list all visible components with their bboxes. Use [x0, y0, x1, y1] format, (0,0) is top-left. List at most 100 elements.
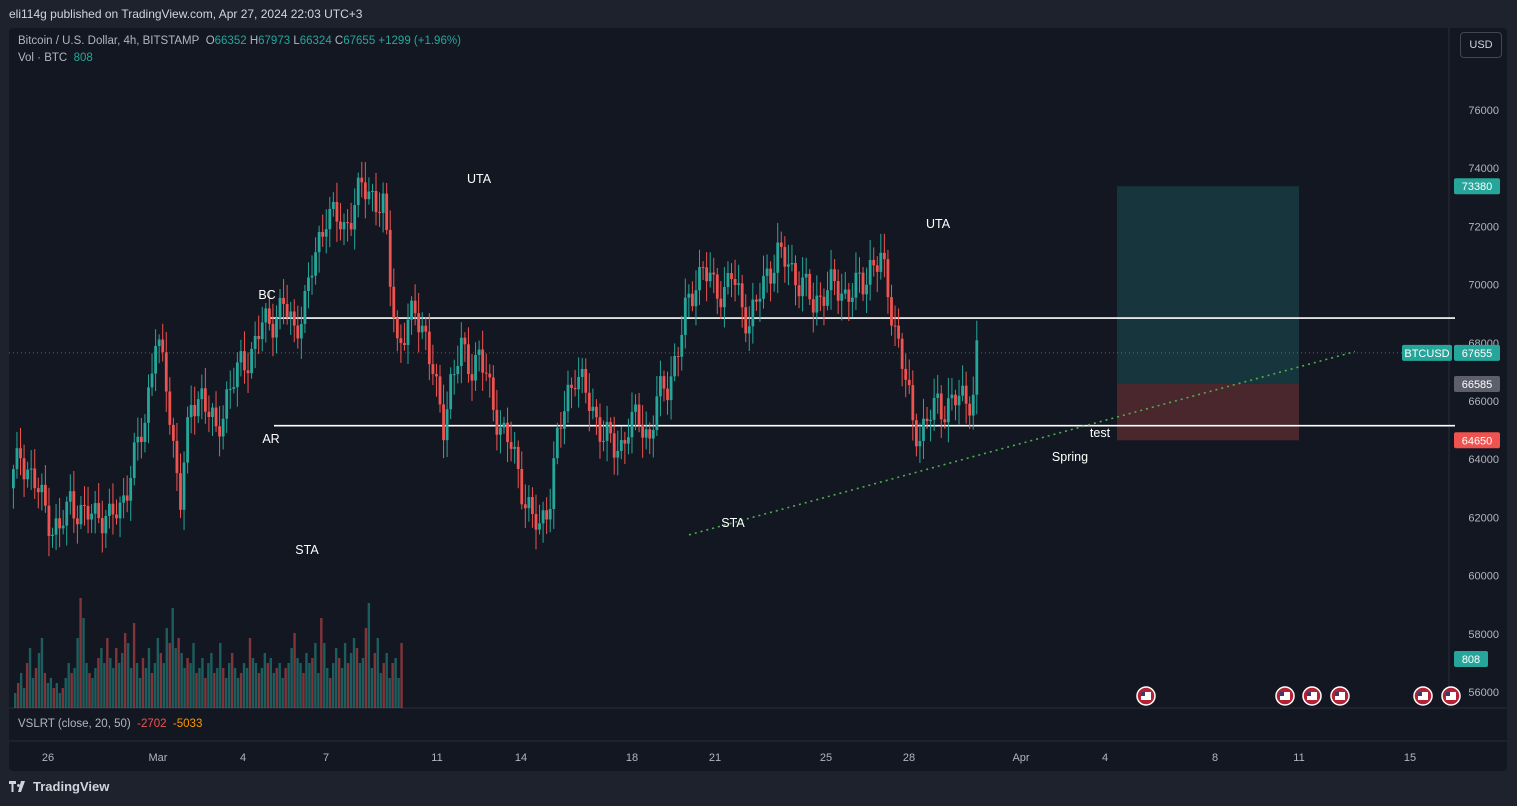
candle-body	[651, 430, 655, 439]
price-chart[interactable]: 7600074000720007000068000660006400062000…	[9, 28, 1507, 771]
volume-bar	[52, 688, 56, 708]
volume-bar	[171, 608, 174, 708]
candle-body	[779, 242, 783, 248]
volume-bar	[358, 663, 362, 708]
candle-body	[662, 376, 666, 389]
candle-body	[961, 385, 964, 396]
candle-body	[346, 222, 349, 224]
candle-body	[90, 513, 94, 520]
volume-bar	[376, 638, 379, 708]
candle-body	[257, 335, 261, 340]
volume-bar	[388, 678, 391, 708]
candle-body	[388, 229, 392, 287]
close-value: 67655	[343, 35, 376, 47]
volume-bar	[153, 663, 157, 708]
candle-body	[612, 433, 616, 458]
candle-body	[854, 272, 858, 298]
candle-body	[207, 411, 211, 417]
candle-body	[971, 394, 975, 416]
tradingview-logo-icon	[9, 781, 27, 792]
indicator-value-1: -2702	[137, 718, 167, 730]
open-value: 66352	[214, 35, 247, 47]
volume-bar	[266, 663, 270, 708]
candle-body	[655, 396, 659, 431]
price-label-bg	[1454, 178, 1500, 195]
candle-body	[310, 275, 314, 278]
tradingview-logo[interactable]: TradingView	[9, 779, 109, 794]
volume-bar	[364, 628, 368, 708]
candle-body	[552, 458, 556, 509]
candle-body	[744, 307, 748, 334]
candle-body	[726, 273, 730, 287]
candle-body	[22, 458, 26, 480]
volume-bar	[126, 643, 130, 708]
candle-body	[776, 242, 780, 273]
us-flag-stripe	[1280, 692, 1290, 700]
currency-button[interactable]: USD	[1460, 32, 1502, 58]
candle-body	[413, 300, 417, 314]
candle-body	[516, 446, 520, 470]
candle-body	[509, 442, 513, 449]
candle-body	[360, 177, 364, 183]
candle-body	[243, 351, 246, 371]
candle-body	[342, 222, 346, 230]
volume-bar	[349, 653, 353, 708]
candle-body	[285, 303, 289, 317]
candle-body	[829, 269, 833, 291]
volume-bar	[123, 633, 127, 708]
candle-body	[893, 325, 897, 327]
candle-body	[751, 299, 755, 327]
volume-bar	[103, 663, 106, 708]
price-label-bg	[1454, 432, 1500, 449]
support-trendline	[688, 350, 1356, 536]
candle-body	[868, 259, 872, 285]
candle-body	[196, 399, 200, 417]
candle-body	[449, 374, 453, 410]
volume-bar	[332, 663, 335, 708]
candle-body	[758, 298, 762, 302]
candle-body	[833, 269, 837, 282]
candle-body	[161, 339, 165, 353]
chart-pane[interactable]: 76000 74000 72000 70000 68000 66000 64000 62000…	[9, 28, 1507, 771]
candle-body	[954, 394, 957, 406]
brand-name: TradingView	[33, 779, 110, 794]
volume-bar	[165, 628, 168, 708]
candle-body	[531, 497, 534, 515]
x-tick-label: 18	[626, 752, 638, 764]
candle-body	[804, 273, 808, 278]
volume-bar	[109, 658, 112, 708]
candle-body	[189, 404, 193, 418]
candle-body	[783, 247, 787, 267]
volume-bar	[73, 668, 76, 708]
candle-body	[609, 421, 613, 434]
candle-body	[175, 440, 179, 474]
open-label: O	[205, 35, 215, 47]
candle-body	[491, 377, 495, 410]
volume-bar	[278, 663, 281, 708]
volume-value: 808	[73, 52, 93, 64]
y-tick-label: 74000	[1468, 163, 1499, 175]
candle-body	[570, 384, 573, 388]
volume-bar	[100, 648, 103, 708]
candle-body	[481, 349, 485, 373]
candle-body	[523, 504, 527, 509]
x-tick-label: Apr	[1012, 752, 1029, 764]
price-label-text: 808	[1462, 654, 1480, 666]
stop-zone	[1117, 383, 1299, 441]
volume-bar	[22, 688, 26, 708]
candle-body	[267, 308, 271, 324]
candle-body	[381, 193, 385, 213]
candle-body	[858, 272, 861, 274]
volume-bar	[135, 663, 139, 708]
volume-bar	[19, 673, 23, 708]
candle-body	[932, 397, 936, 420]
candle-body	[879, 252, 883, 272]
volume-bar	[85, 663, 88, 708]
candle-body	[97, 503, 101, 519]
price-label-bg	[1454, 651, 1488, 667]
x-tick-label: 4	[240, 752, 246, 764]
candle-body	[139, 436, 143, 442]
volume-bar	[177, 638, 180, 708]
candle-body	[765, 268, 769, 276]
volume-bar	[251, 658, 255, 708]
